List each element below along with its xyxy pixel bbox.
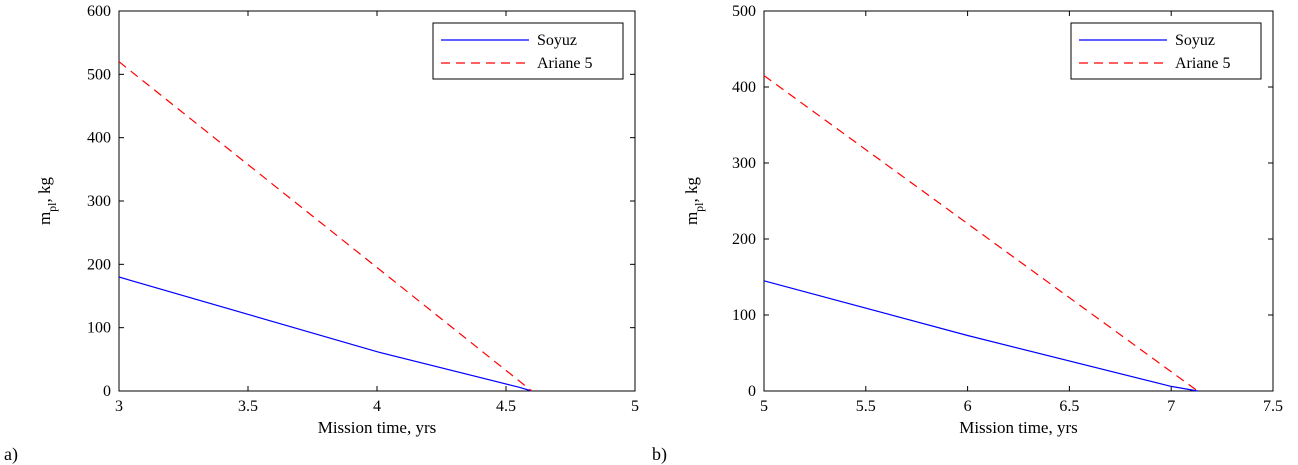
legend-label: Soyuz [537, 32, 577, 49]
x-tick-label: 6.5 [1059, 398, 1079, 415]
y-tick-label: 600 [87, 3, 111, 20]
legend-label: Ariane 5 [1175, 55, 1231, 72]
x-tick-label: 5 [631, 398, 639, 415]
chart-panel-a: 3 3.5 4 4.5 5 0 100 200 300 400 500 600 Soyuz Ariane … [4, 3, 639, 465]
y-axis-label-subscript: pl [45, 202, 59, 212]
x-axis-label: Mission time, yrs [959, 418, 1078, 437]
y-tick-label: 0 [103, 383, 111, 400]
y-tick-label: 500 [732, 3, 756, 20]
y-tick-label: 100 [732, 307, 756, 324]
series-line-soyuz [118, 276, 532, 392]
legend-label: Soyuz [1175, 32, 1215, 49]
y-tick-label: 0 [748, 383, 756, 400]
x-tick-label: 4.5 [496, 398, 516, 415]
y-tick-label: 300 [87, 193, 111, 210]
y-axis-label-rest: , kg [35, 176, 54, 202]
legend-box [432, 22, 624, 80]
y-tick-label: 500 [87, 66, 111, 83]
y-axis-label-main: m [682, 212, 701, 225]
x-axis-label: Mission time, yrs [318, 418, 437, 437]
series-line-soyuz [763, 280, 1198, 392]
x-tick-label: 5.5 [856, 398, 876, 415]
chart-panel-b: 5 5.5 6 6.5 7 7.5 0 100 200 300 400 500 Soyuz Ariane … [652, 3, 1283, 465]
y-axis-label: mpl, kg [682, 176, 706, 225]
y-tick-label: 100 [87, 320, 111, 337]
x-tick-label: 3.5 [238, 398, 258, 415]
legend-box [1070, 22, 1262, 80]
x-tick-label: 3 [115, 398, 123, 415]
x-tick-label: 4 [373, 398, 381, 415]
x-tick-label: 7 [1167, 398, 1175, 415]
y-axis-label-subscript: pl [692, 202, 706, 212]
y-tick-label: 200 [87, 256, 111, 273]
y-axis-label: mpl, kg [35, 176, 59, 225]
panel-label: b) [652, 444, 667, 465]
y-tick-label: 400 [87, 130, 111, 147]
y-tick-label: 400 [732, 79, 756, 96]
panel-label: a) [4, 444, 18, 465]
legend-label: Ariane 5 [537, 55, 593, 72]
y-tick-label: 300 [732, 155, 756, 172]
y-axis-label-main: m [35, 212, 54, 225]
x-tick-label: 5 [760, 398, 768, 415]
x-tick-label: 6 [964, 398, 972, 415]
y-tick-label: 200 [732, 231, 756, 248]
x-tick-label: 7.5 [1263, 398, 1283, 415]
series-line-ariane-5 [118, 61, 533, 392]
y-axis-label-rest: , kg [682, 176, 701, 202]
